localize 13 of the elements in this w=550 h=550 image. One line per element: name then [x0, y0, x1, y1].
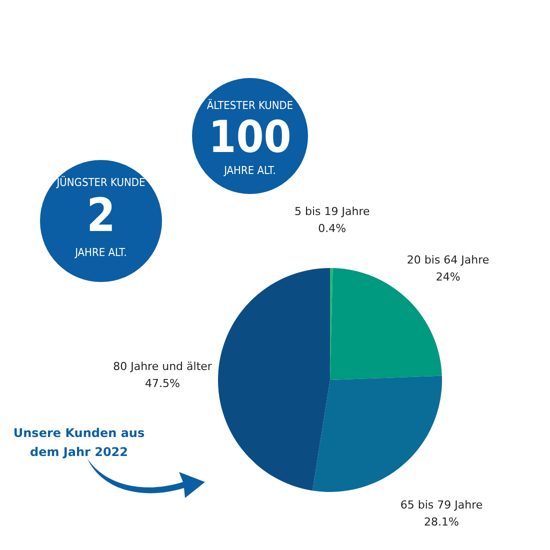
slice-label: 80 Jahre und älter	[113, 360, 212, 373]
circle-badge: ÄLTESTER KUNDE 100 JAHRE ALT.	[192, 78, 308, 194]
data-label: 47.5%	[145, 376, 180, 390]
pie-slice	[312, 376, 442, 492]
data-label: 0.4%	[318, 222, 346, 236]
pie-slice	[218, 268, 330, 491]
circle-badge: JÜNGSTER KUNDE 2 JAHRE ALT.	[40, 160, 162, 282]
data-label: 28.1%	[424, 516, 459, 529]
text: Unsere Kunden aus dem Jahr 2022	[12, 425, 146, 461]
slice-label: 65 bis 79 Jahre	[400, 498, 483, 512]
data-label: 24%	[436, 270, 460, 284]
slice-label: 5 bis 19 Jahre	[294, 205, 370, 218]
slice-label: 20 bis 64 Jahre	[406, 253, 490, 266]
